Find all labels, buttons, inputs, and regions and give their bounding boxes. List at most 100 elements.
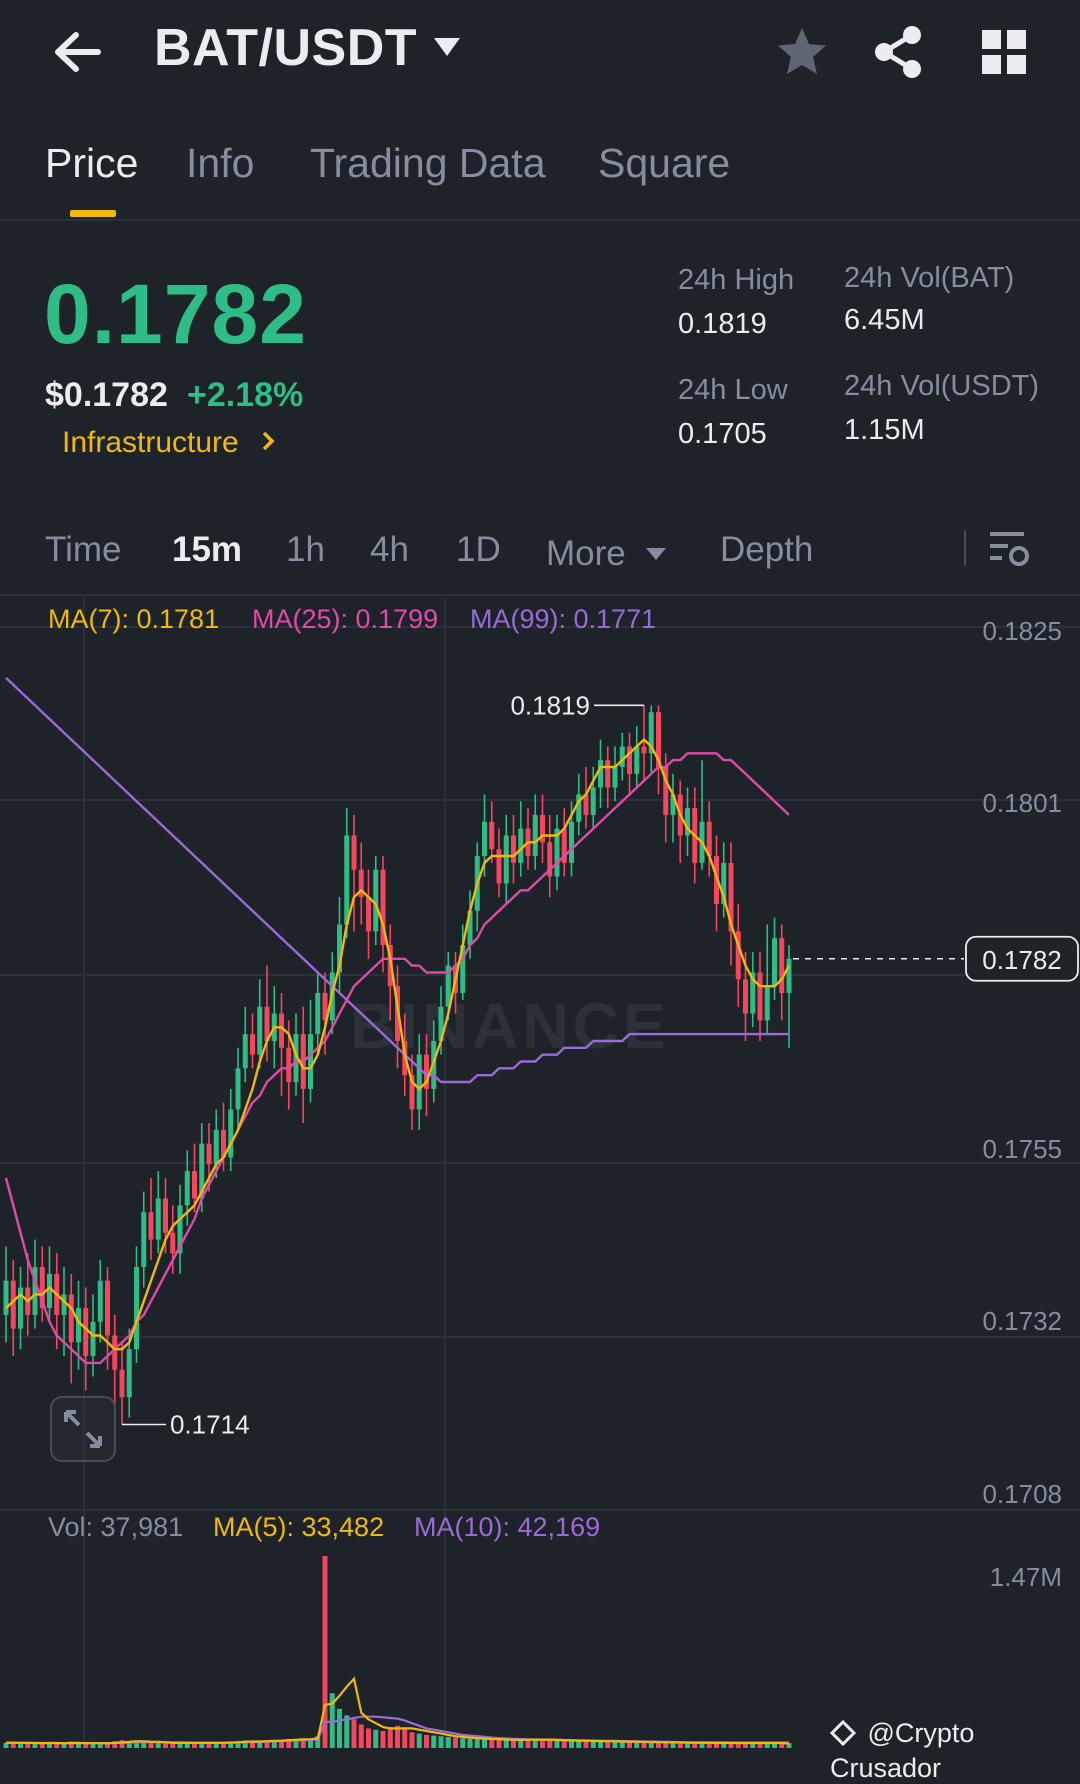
interval-1h[interactable]: 1h <box>286 530 325 569</box>
interval-4h[interactable]: 4h <box>370 530 409 569</box>
volume-bar <box>387 1727 393 1748</box>
candle-body <box>482 821 487 857</box>
tab-info[interactable]: Info <box>186 140 255 186</box>
pair-title[interactable]: BAT/USDT <box>154 19 418 77</box>
candle-body <box>61 1294 67 1315</box>
ma99-line <box>5 677 789 1084</box>
volume-bar <box>18 1744 23 1748</box>
volume-bar <box>706 1743 712 1748</box>
tab-square[interactable]: Square <box>598 140 731 186</box>
candle-body <box>656 712 661 767</box>
volume-bar <box>743 1743 748 1748</box>
last-price-tag-label: 0.1782 <box>982 945 1062 975</box>
candle-body <box>619 746 625 767</box>
volume-bar <box>677 1742 683 1748</box>
volume-bar <box>308 1739 313 1748</box>
volume-bar <box>692 1743 698 1748</box>
volume-bar <box>750 1743 756 1748</box>
volume-bar <box>561 1740 567 1748</box>
volume-bar <box>409 1732 415 1748</box>
volume-bar <box>134 1740 139 1748</box>
interval-15m[interactable]: 15m <box>172 530 243 569</box>
candle-body <box>148 1212 154 1240</box>
candle-body <box>199 1143 205 1199</box>
candle-body <box>286 1047 292 1083</box>
volume-bar <box>779 1743 785 1748</box>
candle-body <box>380 869 386 946</box>
price-axis-label: 0.1825 <box>982 616 1062 646</box>
candle-body <box>590 787 596 815</box>
volume-bar <box>119 1740 125 1748</box>
volume-bar <box>61 1744 67 1748</box>
volume-bar <box>714 1743 719 1748</box>
candle-body <box>757 972 763 1021</box>
candle-body <box>460 945 466 994</box>
volume-axis-label: 1.47M <box>990 1562 1062 1592</box>
interval-time[interactable]: Time <box>45 530 122 569</box>
candle-body <box>605 760 611 788</box>
interval-more[interactable]: More <box>546 530 667 574</box>
tabs-divider <box>0 219 1080 221</box>
price-axis-label: 0.1801 <box>982 788 1062 818</box>
candle-body <box>540 814 545 843</box>
interval-1d[interactable]: 1D <box>456 530 501 569</box>
candle-body <box>721 862 727 904</box>
candle-body <box>105 1280 110 1336</box>
volume-bar <box>97 1744 103 1748</box>
volume-bar <box>163 1743 168 1748</box>
candle-body <box>126 1349 132 1398</box>
volume-bar <box>184 1742 190 1748</box>
candle-body <box>786 958 792 994</box>
category-label: Infrastructure <box>62 426 239 459</box>
chart-settings-icon[interactable] <box>984 524 1034 574</box>
volume-bar <box>721 1743 727 1748</box>
volume-bar <box>10 1743 16 1748</box>
low-marker-label: 0.1714 <box>170 1410 250 1440</box>
candle-body <box>141 1212 147 1267</box>
candle-body <box>242 1034 248 1069</box>
candle-body <box>750 972 756 1014</box>
candle-body <box>315 993 321 1035</box>
tab-trading-data[interactable]: Trading Data <box>310 140 546 186</box>
usd-price: $0.1782 <box>45 376 168 414</box>
interval-depth[interactable]: Depth <box>720 530 814 569</box>
volume-bar <box>39 1743 45 1748</box>
volume-bar <box>257 1742 263 1748</box>
volume-bar <box>83 1743 89 1748</box>
candles <box>3 705 792 1425</box>
caret-down-icon[interactable] <box>432 36 462 63</box>
tab-price[interactable]: Price <box>45 140 139 186</box>
volume-bar <box>192 1743 197 1748</box>
candle-body <box>561 828 567 863</box>
volume-bar <box>670 1742 676 1748</box>
volume-bar <box>155 1742 161 1748</box>
last-price-tag[interactable] <box>965 935 1079 982</box>
grid-menu-icon[interactable] <box>974 22 1034 82</box>
back-arrow-icon[interactable] <box>48 22 108 82</box>
candle-body <box>134 1266 139 1350</box>
candle-body <box>663 766 669 815</box>
volume-bar <box>590 1741 596 1748</box>
volume-bar <box>351 1719 357 1748</box>
volume-bar <box>540 1739 545 1748</box>
candle-body <box>554 828 560 877</box>
volume-bar <box>598 1741 603 1748</box>
expand-chart-icon[interactable] <box>50 1396 116 1462</box>
high-24h-value: 0.1819 <box>678 308 767 340</box>
candle-body <box>112 1335 118 1370</box>
share-icon[interactable] <box>868 22 928 82</box>
volume-bar <box>554 1740 560 1748</box>
volume-bar <box>685 1742 690 1748</box>
star-icon[interactable] <box>772 22 832 82</box>
volume-bar <box>772 1743 777 1748</box>
category-link[interactable]: Infrastructure <box>62 426 275 460</box>
candle-body <box>97 1280 103 1322</box>
candle-body <box>547 842 553 877</box>
candle-body <box>764 986 770 1021</box>
candle-body <box>184 1171 190 1206</box>
candle-body <box>424 1054 429 1089</box>
candle-body <box>119 1369 125 1398</box>
volume-bar <box>627 1741 632 1748</box>
volume-bar <box>496 1739 502 1748</box>
